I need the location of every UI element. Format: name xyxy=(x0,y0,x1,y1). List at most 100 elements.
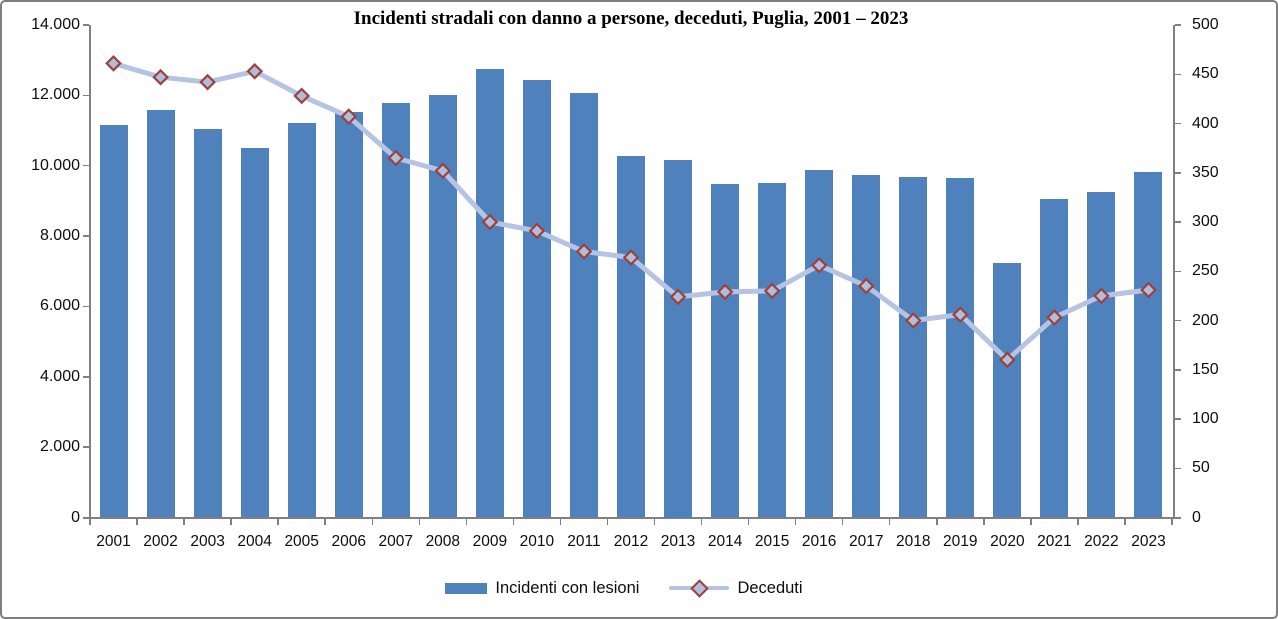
bar-2004 xyxy=(240,147,269,518)
bar-2003 xyxy=(193,129,222,518)
y-right-tick xyxy=(1174,221,1181,223)
y-left-tick-label: 12.000 xyxy=(31,86,80,104)
y-right-tick xyxy=(1174,172,1181,174)
x-tick xyxy=(841,519,844,525)
bar-2017 xyxy=(852,174,881,518)
x-tick xyxy=(606,519,609,525)
x-tick-label-2019: 2019 xyxy=(943,533,978,550)
y-left-tick-label: 2.000 xyxy=(39,438,80,456)
x-tick xyxy=(936,519,938,525)
y-right-tick xyxy=(1174,319,1181,322)
x-tick-label-2002: 2002 xyxy=(143,533,178,550)
x-tick-label-2021: 2021 xyxy=(1037,533,1072,550)
bar-2015 xyxy=(758,183,787,518)
x-tick xyxy=(983,519,985,525)
y-right-tick-label: 150 xyxy=(1192,360,1219,378)
x-tick-label-2010: 2010 xyxy=(519,533,555,550)
x-tick xyxy=(277,519,279,525)
bar-2007 xyxy=(381,103,410,518)
x-tick xyxy=(794,519,797,525)
bar-2005 xyxy=(287,123,316,518)
x-tick-label-2016: 2016 xyxy=(801,533,837,550)
bar-2006 xyxy=(334,112,363,518)
y-left-tick xyxy=(83,164,89,167)
x-tick xyxy=(230,519,232,525)
bar-2008 xyxy=(428,95,457,518)
bar-2002 xyxy=(146,110,175,518)
x-tick-label-2013: 2013 xyxy=(660,533,696,550)
y-right-tick-label: 50 xyxy=(1192,459,1210,477)
bar-2010 xyxy=(522,79,551,518)
x-tick xyxy=(700,519,703,525)
x-tick-label-2022: 2022 xyxy=(1084,533,1119,550)
bar-2011 xyxy=(569,92,598,518)
x-tick-label-2012: 2012 xyxy=(613,533,649,550)
x-tick xyxy=(1171,519,1173,525)
x-tick xyxy=(89,519,91,525)
y-left-tick xyxy=(83,376,89,378)
bar-2020 xyxy=(993,263,1022,518)
x-tick-label-2023: 2023 xyxy=(1131,533,1166,550)
y-right-tick-label: 250 xyxy=(1192,262,1219,280)
y-right-tick xyxy=(1174,516,1181,519)
x-tick xyxy=(1124,519,1126,525)
x-tick-label-2014: 2014 xyxy=(707,533,743,550)
legend-label-incidenti: Incidenti con lesioni xyxy=(495,578,640,597)
bar-2014 xyxy=(711,184,740,518)
x-tick-label-2015: 2015 xyxy=(754,533,790,550)
legend-item-incidenti: Incidenti con lesioni xyxy=(445,579,639,598)
legend-diamond-icon xyxy=(690,579,710,598)
y-left-tick-label: 10.000 xyxy=(31,156,80,174)
y-left-tick-label: 6.000 xyxy=(39,297,80,315)
y-left-tick xyxy=(83,94,89,97)
bar-2021 xyxy=(1040,199,1069,518)
x-tick xyxy=(888,519,891,525)
x-tick xyxy=(512,519,515,525)
y-right-tick xyxy=(1174,369,1181,371)
x-tick-label-2005: 2005 xyxy=(284,533,319,550)
y-axis-right-line xyxy=(1173,25,1175,519)
y-right-tick-label: 100 xyxy=(1192,410,1219,427)
y-right-tick xyxy=(1174,122,1181,125)
x-axis-line xyxy=(83,517,1181,519)
y-left-tick-label: 14.000 xyxy=(31,16,80,33)
y-right-tick xyxy=(1174,467,1181,469)
x-tick xyxy=(371,519,373,525)
x-tick-label-2008: 2008 xyxy=(425,533,461,550)
bar-2013 xyxy=(664,160,693,518)
chart-title: Incidenti stradali con danno a persone, … xyxy=(353,8,909,29)
y-left-tick-label: 4.000 xyxy=(39,367,80,385)
bar-2023 xyxy=(1134,172,1163,518)
bar-2022 xyxy=(1087,192,1116,518)
y-left-tick xyxy=(83,516,89,519)
x-tick xyxy=(136,519,138,525)
marker-2002 xyxy=(152,68,169,86)
legend-swatch-line xyxy=(669,579,730,598)
x-tick xyxy=(183,519,185,525)
x-tick-label-2001: 2001 xyxy=(96,533,131,550)
y-left-tick xyxy=(83,446,89,448)
legend-item-deceduti: Deceduti xyxy=(669,579,803,598)
x-tick xyxy=(418,519,421,525)
y-right-tick xyxy=(1174,270,1181,272)
bar-2001 xyxy=(99,125,128,518)
bar-2012 xyxy=(617,155,645,518)
y-right-tick xyxy=(1174,418,1181,420)
x-tick-label-2003: 2003 xyxy=(190,533,225,550)
x-tick-label-2009: 2009 xyxy=(472,533,508,550)
x-tick xyxy=(324,519,326,525)
x-tick-label-2020: 2020 xyxy=(990,533,1025,550)
legend: Incidenti con lesioni Deceduti xyxy=(2,573,1263,603)
bar-2016 xyxy=(805,169,834,518)
x-tick-label-2006: 2006 xyxy=(331,533,366,550)
x-tick xyxy=(653,519,656,525)
bar-2019 xyxy=(946,178,975,518)
marker-2001 xyxy=(105,55,122,72)
y-right-tick-label: 400 xyxy=(1192,114,1219,132)
legend-swatch-bar xyxy=(445,582,488,594)
x-tick-label-2018: 2018 xyxy=(896,533,931,550)
y-left-tick-label: 0 xyxy=(71,508,80,526)
marker-2005 xyxy=(293,87,311,105)
x-tick xyxy=(747,519,750,525)
